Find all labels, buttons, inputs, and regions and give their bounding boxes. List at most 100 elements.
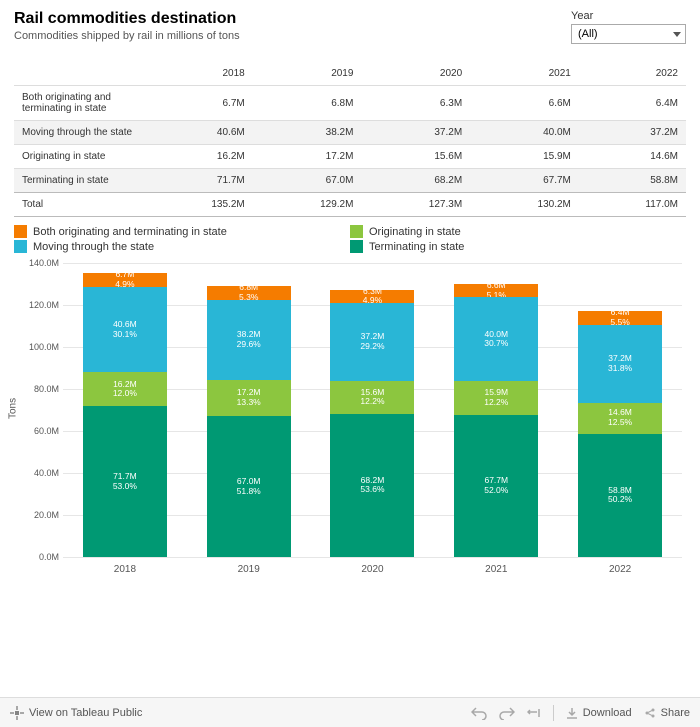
segment-pct-label: 31.8%: [608, 364, 632, 374]
bar-segment-originating[interactable]: 17.2M13.3%: [207, 380, 291, 416]
table-cell: 14.6M: [579, 145, 686, 169]
table-cell: 6.7M: [144, 86, 253, 121]
tableau-icon: [10, 706, 24, 720]
bar-segment-terminating[interactable]: 58.8M50.2%: [578, 434, 662, 557]
table-cell: 6.3M: [361, 86, 470, 121]
table-row-label: Terminating in state: [14, 169, 144, 193]
y-tick-label: 20.0M: [19, 510, 59, 520]
table-cell: 40.0M: [470, 121, 579, 145]
legend-label: Terminating in state: [369, 241, 464, 253]
table-cell: 127.3M: [361, 193, 470, 217]
y-tick-label: 60.0M: [19, 426, 59, 436]
share-icon: [644, 707, 656, 719]
redo-icon[interactable]: [499, 706, 515, 720]
segment-pct-label: 13.3%: [237, 398, 261, 408]
bar-segment-moving[interactable]: 38.2M29.6%: [207, 300, 291, 380]
data-table: 20182019202020212022 Both originating an…: [14, 62, 686, 217]
x-tick-label: 2022: [609, 564, 631, 575]
table-cell: 68.2M: [361, 169, 470, 193]
bar-segment-terminating[interactable]: 68.2M53.6%: [330, 414, 414, 557]
bar-segment-both[interactable]: 6.3M4.9%: [330, 290, 414, 303]
bar-segment-terminating[interactable]: 67.0M51.8%: [207, 416, 291, 557]
bar-segment-moving[interactable]: 37.2M31.8%: [578, 325, 662, 403]
view-on-tableau-button[interactable]: View on Tableau Public: [10, 706, 142, 720]
grid-line: [63, 557, 682, 558]
bar-segment-originating[interactable]: 15.9M12.2%: [454, 381, 538, 414]
table-row: Both originating and terminating in stat…: [14, 86, 686, 121]
bar-segment-terminating[interactable]: 67.7M52.0%: [454, 415, 538, 557]
bar-segment-terminating[interactable]: 71.7M53.0%: [83, 406, 167, 557]
year-filter-select[interactable]: (All): [571, 24, 686, 44]
legend-swatch: [14, 225, 27, 238]
legend-item[interactable]: Originating in state: [350, 225, 686, 238]
segment-pct-label: 30.7%: [484, 339, 508, 349]
y-tick-label: 80.0M: [19, 384, 59, 394]
download-button[interactable]: Download: [566, 707, 632, 719]
segment-pct-label: 12.5%: [608, 418, 632, 428]
bar-segment-moving[interactable]: 37.2M29.2%: [330, 303, 414, 381]
table-cell: 6.4M: [579, 86, 686, 121]
table-row: Moving through the state40.6M38.2M37.2M4…: [14, 121, 686, 145]
view-on-tableau-label: View on Tableau Public: [29, 707, 142, 719]
legend-item[interactable]: Moving through the state: [14, 240, 350, 253]
table-cell: 37.2M: [579, 121, 686, 145]
chart-legend: Both originating and terminating in stat…: [0, 223, 700, 259]
bar-segment-moving[interactable]: 40.6M30.1%: [83, 287, 167, 372]
share-button[interactable]: Share: [644, 707, 690, 719]
bar-column[interactable]: 6.6M5.1%40.0M30.7%15.9M12.2%67.7M52.0%20…: [454, 263, 538, 557]
bar-segment-originating[interactable]: 15.6M12.2%: [330, 381, 414, 414]
table-row: Terminating in state71.7M67.0M68.2M67.7M…: [14, 169, 686, 193]
segment-pct-label: 12.2%: [360, 397, 384, 407]
legend-swatch: [14, 240, 27, 253]
bar-column[interactable]: 6.4M5.5%37.2M31.8%14.6M12.5%58.8M50.2%20…: [578, 263, 662, 557]
segment-pct-label: 52.0%: [484, 486, 508, 496]
bar-column[interactable]: 6.8M5.3%38.2M29.6%17.2M13.3%67.0M51.8%20…: [207, 263, 291, 557]
bar-segment-originating[interactable]: 16.2M12.0%: [83, 372, 167, 406]
table-col-header: 2022: [579, 62, 686, 86]
segment-pct-label: 5.3%: [239, 293, 258, 300]
table-cell: 16.2M: [144, 145, 253, 169]
bar-segment-originating[interactable]: 14.6M12.5%: [578, 403, 662, 434]
y-tick-label: 40.0M: [19, 468, 59, 478]
bar-segment-both[interactable]: 6.8M5.3%: [207, 286, 291, 300]
legend-item[interactable]: Terminating in state: [350, 240, 686, 253]
undo-icon[interactable]: [471, 706, 487, 720]
table-row-label: Moving through the state: [14, 121, 144, 145]
bar-column[interactable]: 6.3M4.9%37.2M29.2%15.6M12.2%68.2M53.6%20…: [330, 263, 414, 557]
y-axis-label: Tons: [8, 398, 19, 419]
share-label: Share: [661, 707, 690, 719]
download-icon: [566, 707, 578, 719]
y-tick-label: 100.0M: [19, 342, 59, 352]
table-row-label: Total: [14, 193, 144, 217]
table-cell: 130.2M: [470, 193, 579, 217]
table-col-header: 2021: [470, 62, 579, 86]
table-cell: 6.6M: [470, 86, 579, 121]
segment-pct-label: 30.1%: [113, 330, 137, 340]
segment-pct-label: 5.1%: [487, 291, 506, 298]
table-cell: 129.2M: [253, 193, 362, 217]
bar-segment-both[interactable]: 6.6M5.1%: [454, 284, 538, 298]
legend-item[interactable]: Both originating and terminating in stat…: [14, 225, 350, 238]
bar-segment-both[interactable]: 6.4M5.5%: [578, 311, 662, 324]
table-col-header: 2019: [253, 62, 362, 86]
table-cell: 67.7M: [470, 169, 579, 193]
legend-label: Both originating and terminating in stat…: [33, 226, 227, 238]
chevron-down-icon: [673, 32, 681, 37]
reset-icon[interactable]: [527, 706, 541, 720]
divider: [553, 705, 554, 721]
page-subtitle: Commodities shipped by rail in millions …: [14, 30, 551, 42]
stacked-bar-chart: Tons 0.0M20.0M40.0M60.0M80.0M100.0M120.0…: [14, 259, 686, 579]
segment-pct-label: 4.9%: [363, 296, 382, 303]
bar-segment-both[interactable]: 6.7M4.9%: [83, 273, 167, 287]
table-row-label: Both originating and terminating in stat…: [14, 86, 144, 121]
bar-segment-moving[interactable]: 40.0M30.7%: [454, 297, 538, 381]
segment-pct-label: 53.6%: [360, 485, 384, 495]
x-tick-label: 2019: [238, 564, 260, 575]
segment-pct-label: 50.2%: [608, 495, 632, 505]
segment-pct-label: 53.0%: [113, 482, 137, 492]
legend-swatch: [350, 240, 363, 253]
bar-column[interactable]: 6.7M4.9%40.6M30.1%16.2M12.0%71.7M53.0%20…: [83, 263, 167, 557]
legend-swatch: [350, 225, 363, 238]
page-title: Rail commodities destination: [14, 10, 551, 28]
table-cell: 40.6M: [144, 121, 253, 145]
